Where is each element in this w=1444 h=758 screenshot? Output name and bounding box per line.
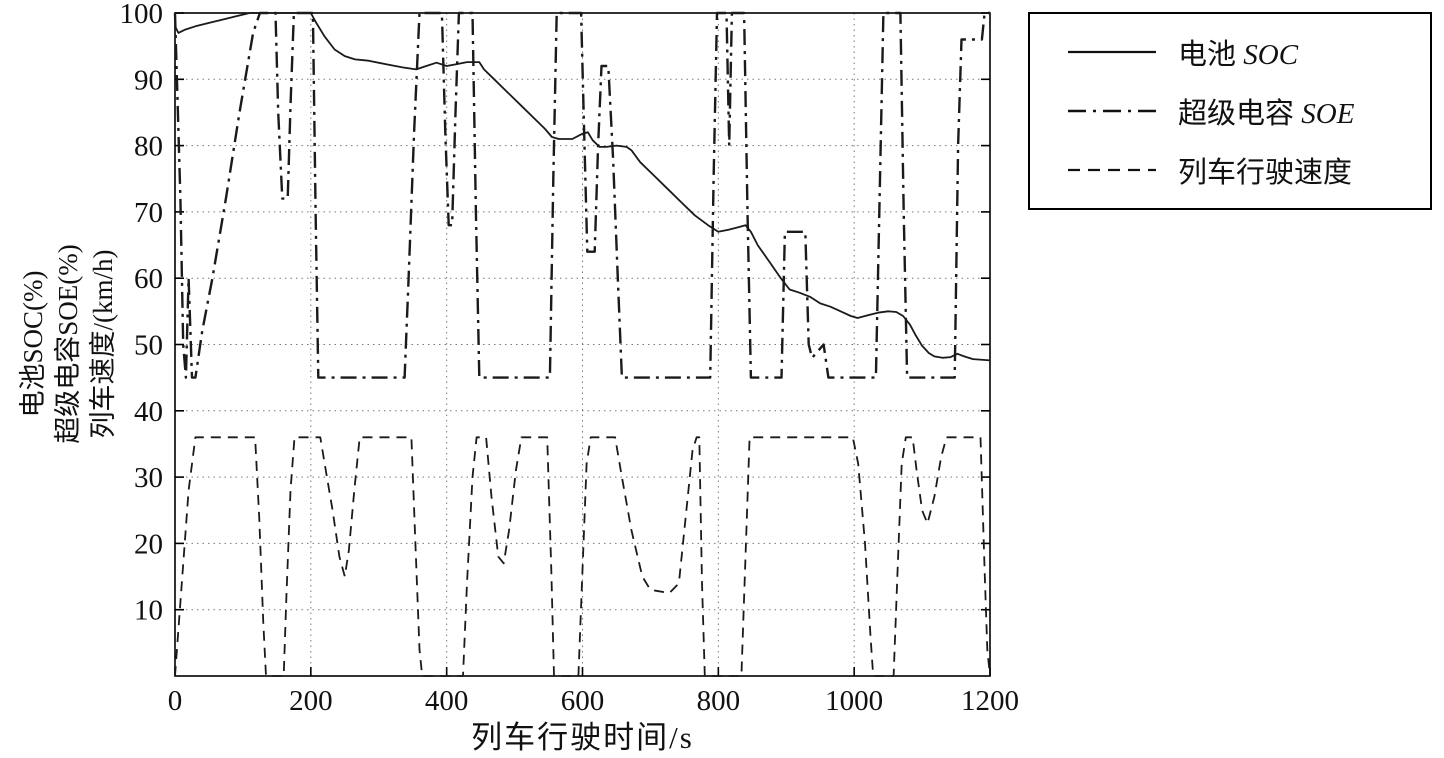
legend-label-italic: SOE [1301,97,1355,130]
y-tick-label: 60 [134,263,163,295]
legend-label-italic: SOC [1243,38,1299,71]
y-axis-label-line-2: 超级电容SOE(%) [52,244,83,444]
solid-line-sample [1068,50,1156,53]
y-tick-label: 20 [134,528,163,560]
legend-label-text: 超级电容 [1178,97,1302,130]
x-tick-label: 1000 [825,685,883,717]
y-axis-label: 电池SOC(%) 超级电容SOE(%) 列车速度/(km/h) [14,64,122,624]
legend-label-supercap-soe: 超级电容 SOE [1178,90,1354,132]
y-tick-label: 100 [120,0,164,30]
x-tick-label: 0 [168,685,183,717]
x-tick-label: 400 [425,685,469,717]
y-axis-label-line-1: 电池SOC(%) [17,270,48,418]
x-axis-label: 列车行驶时间/s [471,720,694,755]
y-tick-label: 80 [134,131,163,163]
legend: 电池 SOC 超级电容 SOE 列车行驶速度 [1028,12,1432,210]
dashdot-line-sample [1068,109,1156,113]
y-tick-label: 70 [134,197,163,229]
series-line-dashed [174,436,991,677]
y-axis-label-line-3: 列车速度/(km/h) [87,249,118,439]
y-tick-label: 90 [134,64,163,96]
legend-item-train-speed: 列车行驶速度 [1064,149,1430,191]
legend-label-train-speed: 列车行驶速度 [1178,149,1352,191]
x-tick-label: 800 [697,685,741,717]
dashed-line-sample [1068,169,1156,172]
series-line-solid [174,12,991,362]
x-tick-label: 1200 [961,685,1019,717]
series-line-dashdot [173,11,990,379]
legend-label-text: 列车行驶速度 [1178,157,1353,190]
y-tick-label: 40 [134,396,163,428]
legend-label-text: 电池 [1178,38,1244,71]
y-tick-label: 50 [134,330,163,362]
legend-item-battery-soc: 电池 SOC [1064,31,1430,73]
y-tick-label: 30 [134,462,163,494]
y-tick-label: 10 [134,595,163,627]
x-tick-label: 200 [289,685,333,717]
legend-item-supercap-soe: 超级电容 SOE [1064,90,1430,132]
x-tick-label: 600 [561,685,605,717]
legend-label-battery-soc: 电池 SOC [1178,31,1298,73]
